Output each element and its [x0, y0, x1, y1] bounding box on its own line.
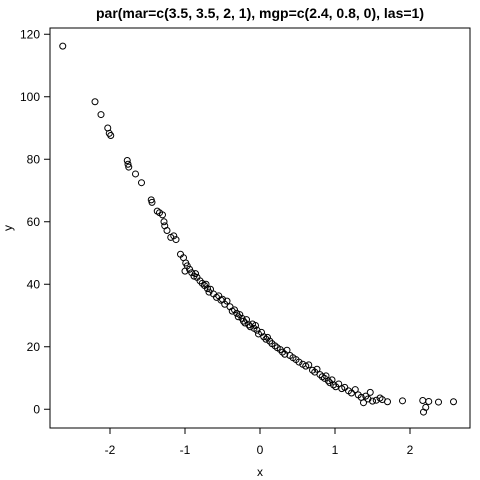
data-point [91, 98, 99, 106]
data-point [124, 160, 132, 168]
y-tick-label: 0 [33, 402, 40, 416]
data-point [186, 265, 193, 273]
y-axis: 0 20 40 60 80 100 120 [20, 27, 50, 416]
data-point [283, 346, 291, 354]
y-tick-label: 80 [27, 152, 41, 166]
data-point [450, 398, 457, 406]
data-point [188, 269, 196, 277]
data-point [425, 397, 433, 405]
y-tick-label: 60 [27, 215, 41, 229]
data-point [148, 198, 156, 206]
data-point [305, 361, 313, 369]
data-point [360, 399, 367, 407]
data-point [204, 285, 211, 293]
y-tick-label: 100 [20, 90, 40, 104]
y-tick-label: 40 [27, 277, 41, 291]
data-point [172, 236, 180, 244]
y-axis-title: y [1, 225, 15, 231]
data-point [295, 358, 303, 366]
data-point [202, 280, 210, 288]
data-point [245, 321, 253, 329]
data-point [309, 366, 316, 374]
y-tick-label: 120 [20, 27, 40, 41]
chart-title: par(mar=c(3.5, 3.5, 2, 1), mgp=c(2.4, 0.… [96, 5, 424, 21]
x-tick-label: 0 [257, 443, 264, 457]
x-axis: -2 -1 0 1 2 [105, 428, 414, 457]
x-axis-title: x [257, 465, 263, 479]
data-point [198, 279, 206, 287]
data-point [348, 389, 355, 397]
data-point [160, 218, 168, 226]
data-point [159, 211, 166, 219]
data-point [241, 319, 249, 327]
data-point [366, 388, 374, 396]
data-point [132, 170, 139, 178]
data-point [419, 397, 427, 404]
data-point [236, 311, 244, 319]
data-point [399, 397, 406, 405]
data-point [59, 42, 67, 50]
data-point [369, 397, 376, 405]
data-point [107, 132, 115, 139]
x-tick-label: -2 [105, 443, 116, 457]
data-point [183, 262, 191, 270]
data-point [262, 335, 270, 343]
data-point [328, 376, 336, 384]
data-point [170, 232, 178, 240]
data-point [223, 297, 231, 305]
x-tick-label: -1 [180, 443, 191, 457]
data-point [324, 377, 332, 385]
data-point [192, 270, 199, 278]
data-point [281, 350, 289, 358]
data-point [279, 348, 286, 356]
data-point [123, 157, 131, 164]
data-point [384, 398, 391, 406]
plot-frame [49, 27, 471, 429]
data-point [163, 227, 171, 234]
data-point [351, 386, 359, 394]
y-tick-label: 20 [27, 340, 41, 354]
data-point [264, 333, 271, 341]
data-point [330, 381, 337, 389]
data-point [341, 383, 349, 391]
data-point [313, 365, 321, 373]
data-point [422, 403, 430, 411]
data-point [138, 179, 145, 187]
data-point [125, 163, 133, 171]
data-point [435, 398, 442, 406]
data-point [97, 111, 105, 119]
data-points [59, 42, 457, 416]
data-point [271, 342, 279, 350]
data-point [252, 322, 259, 329]
x-tick-label: 1 [332, 443, 339, 457]
x-tick-label: 2 [407, 443, 414, 457]
data-point [231, 306, 238, 314]
